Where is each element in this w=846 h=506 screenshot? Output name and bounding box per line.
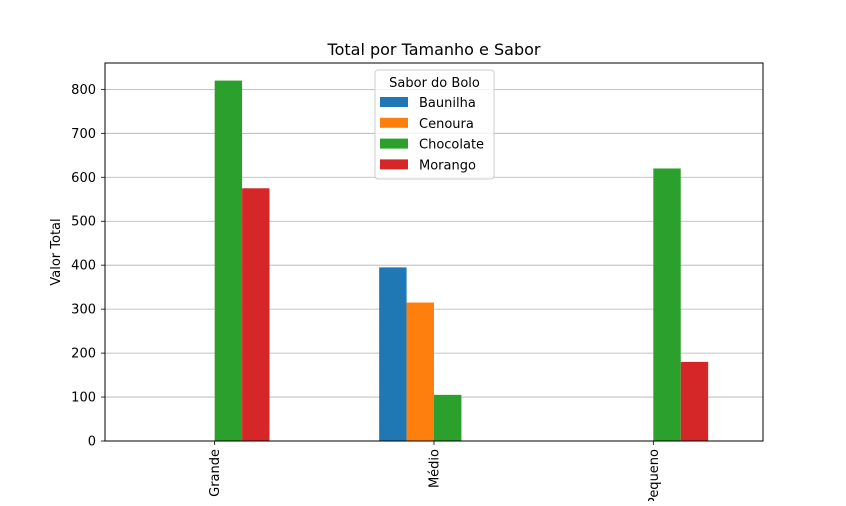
bars	[214, 80, 709, 442]
bar-chocolate-grande	[214, 80, 243, 442]
legend-title: Sabor do Bolo	[389, 76, 480, 91]
legend-swatch-chocolate	[380, 138, 408, 149]
legend-label-morango: Morango	[419, 158, 476, 173]
legend-label-cenoura: Cenoura	[419, 117, 474, 132]
y-tick-label: 300	[71, 303, 96, 318]
x-tick-label: Pequeno	[647, 449, 662, 501]
bar-morango-pequeno	[680, 361, 709, 441]
y-tick-label: 800	[71, 83, 96, 98]
y-tick-label: 100	[71, 391, 96, 406]
legend-label-baunilha: Baunilha	[419, 96, 476, 111]
ticks: 0 100 200 300 400 500 600 700 800 Grande Médio Pequ…	[71, 83, 662, 505]
legend: Sabor do Bolo Baunilha Cenoura Chocolate Mor…	[374, 69, 495, 180]
legend-swatch-morango	[380, 159, 408, 170]
bar-baunilha-médio	[379, 267, 407, 441]
x-tick-label: Grande	[208, 449, 223, 497]
y-tick-label: 200	[71, 347, 96, 362]
bar-cenoura-médio	[406, 302, 434, 441]
legend-label-chocolate: Chocolate	[419, 138, 484, 153]
y-tick-label: 600	[71, 171, 96, 186]
bar-chocolate-médio	[434, 394, 462, 441]
y-tick-label: 0	[88, 435, 96, 450]
y-axis-label: Valor Total	[49, 218, 64, 285]
chart-title: Total por Tamanho e Sabor	[327, 40, 541, 59]
legend-swatch-baunilha	[380, 97, 408, 107]
bar-chocolate-pequeno	[653, 168, 681, 441]
y-tick-label: 500	[71, 215, 96, 230]
legend-swatch-cenoura	[380, 117, 408, 128]
x-tick-label: Médio	[428, 449, 443, 488]
bar-morango-grande	[242, 188, 270, 441]
y-tick-label: 400	[71, 259, 96, 274]
y-tick-label: 700	[71, 127, 96, 142]
